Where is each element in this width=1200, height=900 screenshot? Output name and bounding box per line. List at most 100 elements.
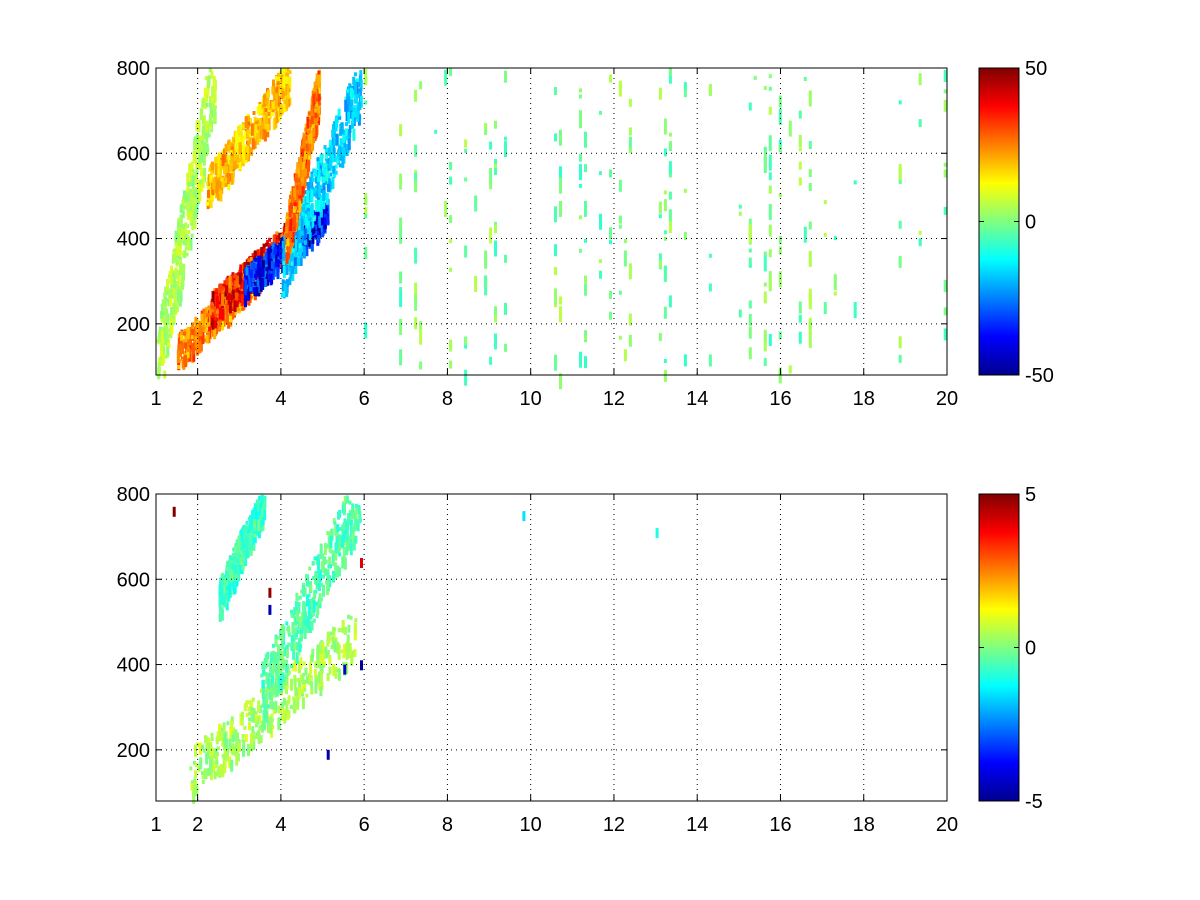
- heatmap-cell: [663, 265, 667, 282]
- heatmap-cell: [748, 313, 752, 326]
- heatmap-cell: [668, 132, 672, 137]
- heatmap-cell: [778, 108, 782, 125]
- heatmap-cell: [223, 765, 227, 774]
- heatmap-cell: [215, 326, 219, 335]
- heatmap-cell: [256, 499, 260, 512]
- heatmap-cell: [246, 530, 250, 539]
- heatmap-cell: [165, 308, 169, 317]
- heatmap-cell: [241, 734, 245, 738]
- heatmap-cell: [304, 127, 308, 132]
- heatmap-cell: [318, 579, 321, 591]
- heatmap-cell: [346, 89, 350, 93]
- heatmap-cell: [464, 177, 468, 182]
- heatmap-cell: [286, 238, 290, 247]
- heatmap-cell: [249, 256, 253, 261]
- heatmap-cell: [309, 583, 313, 592]
- heatmap-cell: [216, 309, 219, 314]
- heatmap-cell: [298, 200, 302, 213]
- heatmap-cell: [285, 263, 289, 275]
- heatmap-cell: [347, 96, 351, 105]
- heatmap-cell: [314, 108, 318, 113]
- heatmap-cell: [213, 305, 217, 314]
- heatmap-cell: [296, 629, 300, 634]
- heatmap-cell: [211, 312, 215, 321]
- x-tick-label: 2: [192, 388, 203, 410]
- heatmap-cell: [235, 273, 238, 278]
- heatmap-cell: [748, 300, 752, 309]
- heatmap-cell: [207, 76, 210, 89]
- heatmap-cell: [258, 103, 262, 116]
- heatmap-cell: [177, 365, 181, 369]
- heatmap-cell: [255, 120, 258, 125]
- heatmap-cell: [618, 335, 622, 340]
- heatmap-cell: [668, 75, 672, 84]
- heatmap-cell: [359, 74, 363, 83]
- heatmap-cell: [172, 249, 176, 258]
- heatmap-cell: [263, 704, 267, 717]
- heatmap-cell: [328, 575, 332, 588]
- heatmap-cell: [414, 294, 418, 311]
- heatmap-cell: [231, 272, 235, 277]
- heatmap-cell: [161, 299, 165, 308]
- heatmap-cell: [317, 105, 321, 114]
- heatmap-cell: [323, 661, 326, 666]
- heatmap-cell: [282, 697, 286, 706]
- heatmap-cell: [618, 80, 622, 97]
- heatmap-cell: [320, 564, 324, 569]
- heatmap-cell: [346, 103, 350, 112]
- heatmap-cell: [768, 106, 772, 115]
- heatmap-cell: [248, 132, 252, 145]
- heatmap-cell: [269, 248, 273, 253]
- heatmap-cell: [333, 562, 337, 571]
- heatmap-cell: [778, 271, 782, 288]
- heatmap-cell: [579, 183, 582, 188]
- heatmap-cell: [167, 302, 171, 307]
- heatmap-cell: [328, 660, 332, 665]
- heatmap-cell: [768, 249, 772, 258]
- heatmap-cell: [297, 231, 301, 244]
- heatmap-cell: [300, 148, 304, 157]
- x-tick-label: 20: [936, 814, 958, 836]
- heatmap-cell: [419, 328, 423, 345]
- heatmap-cell: [222, 723, 226, 736]
- heatmap-cell: [279, 679, 283, 692]
- heatmap-cell: [364, 69, 368, 86]
- heatmap-cell: [338, 552, 342, 557]
- heatmap-cell: [302, 164, 306, 177]
- heatmap-cell: [248, 711, 252, 716]
- heatmap-cell: [798, 314, 802, 323]
- heatmap-cell: [204, 329, 208, 333]
- heatmap-cell: [353, 94, 357, 103]
- heatmap-cell: [348, 125, 352, 129]
- heatmap-cell: [301, 212, 305, 217]
- heatmap-cell: [195, 203, 199, 212]
- heatmap-cell: [186, 224, 189, 229]
- heatmap-cell: [269, 273, 273, 286]
- heatmap-cell: [255, 284, 259, 297]
- heatmap-cell: [250, 147, 254, 156]
- heatmap-cell: [253, 116, 257, 125]
- heatmap-cell: [272, 235, 276, 244]
- heatmap-cell: [317, 168, 321, 181]
- x-ticks-bottom: 1 2 4 6 8 10 12 14 16 18 20: [150, 494, 958, 836]
- heatmap-cell: [414, 144, 418, 157]
- heatmap-cell: [336, 565, 339, 578]
- heatmap-cell: [216, 768, 220, 777]
- y-tick-label: 200: [117, 740, 150, 762]
- heatmap-cell: [271, 675, 274, 688]
- heatmap-cell: [305, 693, 309, 698]
- heatmap-cell: [293, 607, 297, 616]
- heatmap-cell: [305, 594, 309, 607]
- heatmap-cell: [164, 333, 167, 345]
- heatmap-cell: [298, 250, 302, 259]
- heatmap-cell: [279, 246, 282, 259]
- heatmap-cell: [219, 153, 223, 158]
- heatmap-cell: [748, 226, 752, 243]
- heatmap-cell: [201, 775, 205, 780]
- heatmap-cell: [808, 90, 812, 107]
- heatmap-cell: [219, 189, 223, 202]
- heatmap-cell: [260, 267, 264, 276]
- heatmap-cell: [172, 506, 176, 517]
- heatmap-cell: [245, 700, 249, 705]
